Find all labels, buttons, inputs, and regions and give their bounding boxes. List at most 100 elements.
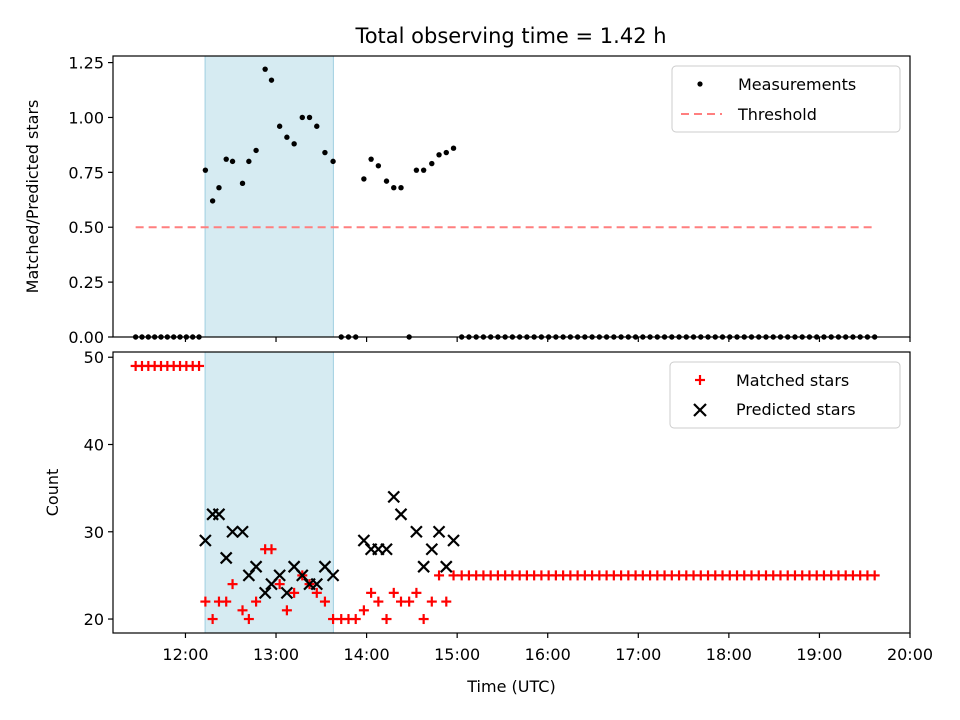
measurement-point: [253, 147, 259, 154]
top-y-axis-label: Matched/Predicted stars: [23, 100, 42, 294]
measurement-point: [262, 66, 268, 72]
measurement-point: [202, 167, 209, 173]
measurement-point: [216, 185, 222, 191]
predicted-star-point: [280, 586, 294, 600]
legend-measurement-marker: [697, 81, 703, 87]
top-shaded-interval: [204, 55, 334, 338]
measurement-point: [276, 123, 283, 129]
measurement-point: [330, 158, 336, 165]
y-tick-label: 50: [84, 348, 104, 367]
x-tick-label: 20:00: [887, 645, 933, 664]
measurement-point: [268, 77, 275, 83]
y-tick-label: 1.25: [68, 54, 104, 73]
predicted-star-point: [326, 569, 340, 582]
bottom-y-ticks: 20 30 40 50: [84, 348, 113, 629]
x-axis-label: Time (UTC): [466, 677, 555, 696]
matched-star-point: [426, 596, 437, 607]
legend-measurements-label: Measurements: [738, 75, 856, 94]
matched-star-point: [311, 587, 322, 598]
matched-star-point: [207, 614, 218, 625]
predicted-star-point: [380, 542, 393, 556]
predicted-star-point: [447, 534, 460, 547]
top-y-ticks: 0.00 0.25 0.50 0.75 1.00 1.25: [68, 54, 113, 347]
measurement-point: [239, 180, 246, 187]
measurement-point: [398, 185, 404, 191]
predicted-star-point: [219, 551, 233, 565]
bottom-x-ticks: 12:00 13:00 14:00 15:00 16:00 17:00 18:00 19:00…: [162, 633, 933, 664]
y-tick-label: 20: [84, 610, 104, 629]
measurement-point: [314, 123, 320, 129]
matched-star-point: [200, 596, 211, 607]
predicted-star-point: [199, 534, 212, 547]
predicted-star-point: [440, 560, 453, 573]
measurement-point: [383, 178, 390, 184]
matched-star-point: [243, 614, 254, 625]
measurement-point: [443, 149, 449, 156]
y-tick-label: 0.25: [68, 273, 104, 292]
measurement-point: [450, 145, 457, 151]
predicted-star-point: [410, 525, 423, 539]
y-tick-label: 0.75: [68, 163, 104, 182]
predicted-star-point: [226, 525, 239, 539]
measurement-point: [413, 167, 420, 173]
matched-star-points: [130, 360, 880, 625]
matched-star-point: [266, 544, 277, 555]
y-tick-label: 0.50: [68, 218, 104, 237]
legend-matched-marker: [695, 375, 705, 385]
top-axes-frame: [112, 55, 911, 338]
x-tick-label: 13:00: [253, 645, 299, 664]
measurement-point: [299, 114, 305, 121]
matched-star-point: [221, 596, 232, 607]
matched-star-point: [381, 614, 392, 625]
predicted-star-point: [432, 525, 446, 539]
x-tick-label: 16:00: [525, 645, 571, 664]
y-tick-label: 0.00: [68, 328, 104, 347]
predicted-star-point: [417, 560, 430, 573]
legend-threshold-label: Threshold: [737, 105, 817, 124]
top-panel: 0.00 0.25 0.50 0.75 1.00 1.25 Matched/Predict…: [23, 54, 911, 347]
matched-star-point: [373, 596, 384, 607]
matched-star-point: [366, 587, 377, 598]
matched-star-point: [388, 587, 399, 598]
predicted-star-point: [236, 525, 249, 539]
matched-star-point: [411, 587, 422, 598]
matched-star-point: [350, 614, 361, 625]
matched-star-point: [281, 605, 292, 616]
bottom-legend: Matched stars Predicted stars: [669, 361, 901, 429]
matched-star-point: [418, 614, 429, 625]
bottom-shaded-interval: [204, 351, 334, 634]
measurement-point: [306, 114, 313, 121]
x-tick-label: 19:00: [796, 645, 842, 664]
measurement-point: [322, 149, 328, 156]
legend-predicted-label: Predicted stars: [736, 400, 856, 419]
measurement-point: [420, 167, 427, 173]
measurement-point: [223, 156, 229, 162]
matched-star-point: [869, 570, 880, 581]
predicted-star-point: [273, 569, 286, 582]
measurement-point: [391, 185, 397, 191]
matched-star-point: [227, 579, 238, 590]
predicted-star-point: [249, 560, 263, 573]
predicted-star-point: [387, 490, 401, 504]
matched-star-point: [319, 596, 330, 607]
measurement-point: [229, 158, 236, 165]
measurement-point: [375, 163, 382, 169]
matched-star-point: [194, 360, 205, 371]
matched-star-point: [358, 605, 369, 616]
y-tick-label: 30: [84, 523, 104, 542]
x-tick-label: 12:00: [162, 645, 208, 664]
predicted-star-points: [199, 490, 460, 600]
matched-star-point: [274, 579, 285, 590]
measurement-point: [429, 160, 435, 167]
measurement-point: [361, 176, 367, 182]
matched-star-point: [434, 570, 445, 581]
measurement-point: [209, 198, 216, 204]
x-tick-label: 14:00: [344, 645, 390, 664]
matched-star-point: [251, 596, 262, 607]
matched-star-point: [404, 596, 415, 607]
legend-matched-label: Matched stars: [736, 371, 849, 390]
bottom-y-axis-label: Count: [43, 469, 62, 517]
x-tick-label: 15:00: [434, 645, 480, 664]
predicted-star-point: [394, 508, 408, 521]
